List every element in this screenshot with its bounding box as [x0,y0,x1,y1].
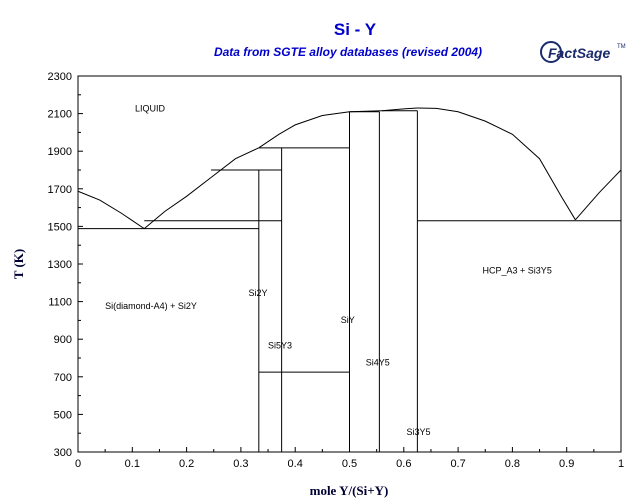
region-labels: LIQUID Si(diamond-A4) + Si2Y Si2Y Si5Y3 SiY S… [105,104,552,437]
phase-boundary-line [258,111,350,149]
region-label: Si5Y3 [268,341,292,351]
logo-trademark: TM [617,44,626,50]
x-tick-label: 0.7 [450,458,465,470]
y-tick-label: 500 [54,409,72,421]
x-axis-label: mole Y/(Si+Y) [310,483,389,498]
y-tick-label: 1100 [48,297,72,309]
phase-boundary-line [575,169,622,221]
x-tick-label: 1 [618,458,624,470]
x-tick-label: 0 [75,458,81,470]
region-label: Si2Y [249,288,268,298]
x-tick-label: 0.8 [505,458,520,470]
chart-subtitle: Data from SGTE alloy databases (revised … [214,45,482,59]
y-tick-label: 1900 [48,146,72,158]
y-axis-label: T (K) [11,249,26,279]
y-tick-label: 700 [54,372,72,384]
x-tick-label: 0.4 [288,458,303,470]
y-tick-label: 2100 [48,109,72,121]
region-label: Si4Y5 [366,358,390,368]
phase-boundaries [77,107,622,452]
y-tick-label: 900 [54,334,72,346]
y-tick-label: 1700 [48,184,72,196]
factsage-logo: FactSage TM [540,41,626,63]
logo-text: FactSage [548,45,610,61]
phase-boundary-line [210,147,260,178]
x-tick-label: 0.9 [559,458,574,470]
phase-boundary-line [417,107,576,221]
y-tick-label: 1500 [48,221,72,233]
region-label: HCP_A3 + Si3Y5 [483,265,552,275]
x-tick-label: 0.6 [396,458,411,470]
x-tick-label: 0.2 [179,458,194,470]
logo-mark-circle [540,41,562,63]
x-tick-label: 0.1 [125,458,140,470]
region-label: Si3Y5 [407,427,431,437]
region-label: LIQUID [135,104,166,114]
y-tick-label: 2300 [48,71,72,83]
x-tick-label: 0.3 [233,458,248,470]
chart-title: Si - Y [334,20,377,39]
x-axis: 0 0.1 0.2 0.3 0.4 0.5 0.6 0.7 0.8 0.9 1 [75,447,624,470]
x-tick-label: 0.5 [342,458,357,470]
phase-boundary-line [382,107,418,112]
y-tick-label: 300 [54,447,72,459]
y-axis: 300 500 700 900 1100 1300 1500 1700 1900 2100 2300 [48,71,83,459]
y-tick-label: 1300 [48,259,72,271]
region-label: Si(diamond-A4) + Si2Y [105,301,197,311]
region-label: SiY [341,315,355,325]
